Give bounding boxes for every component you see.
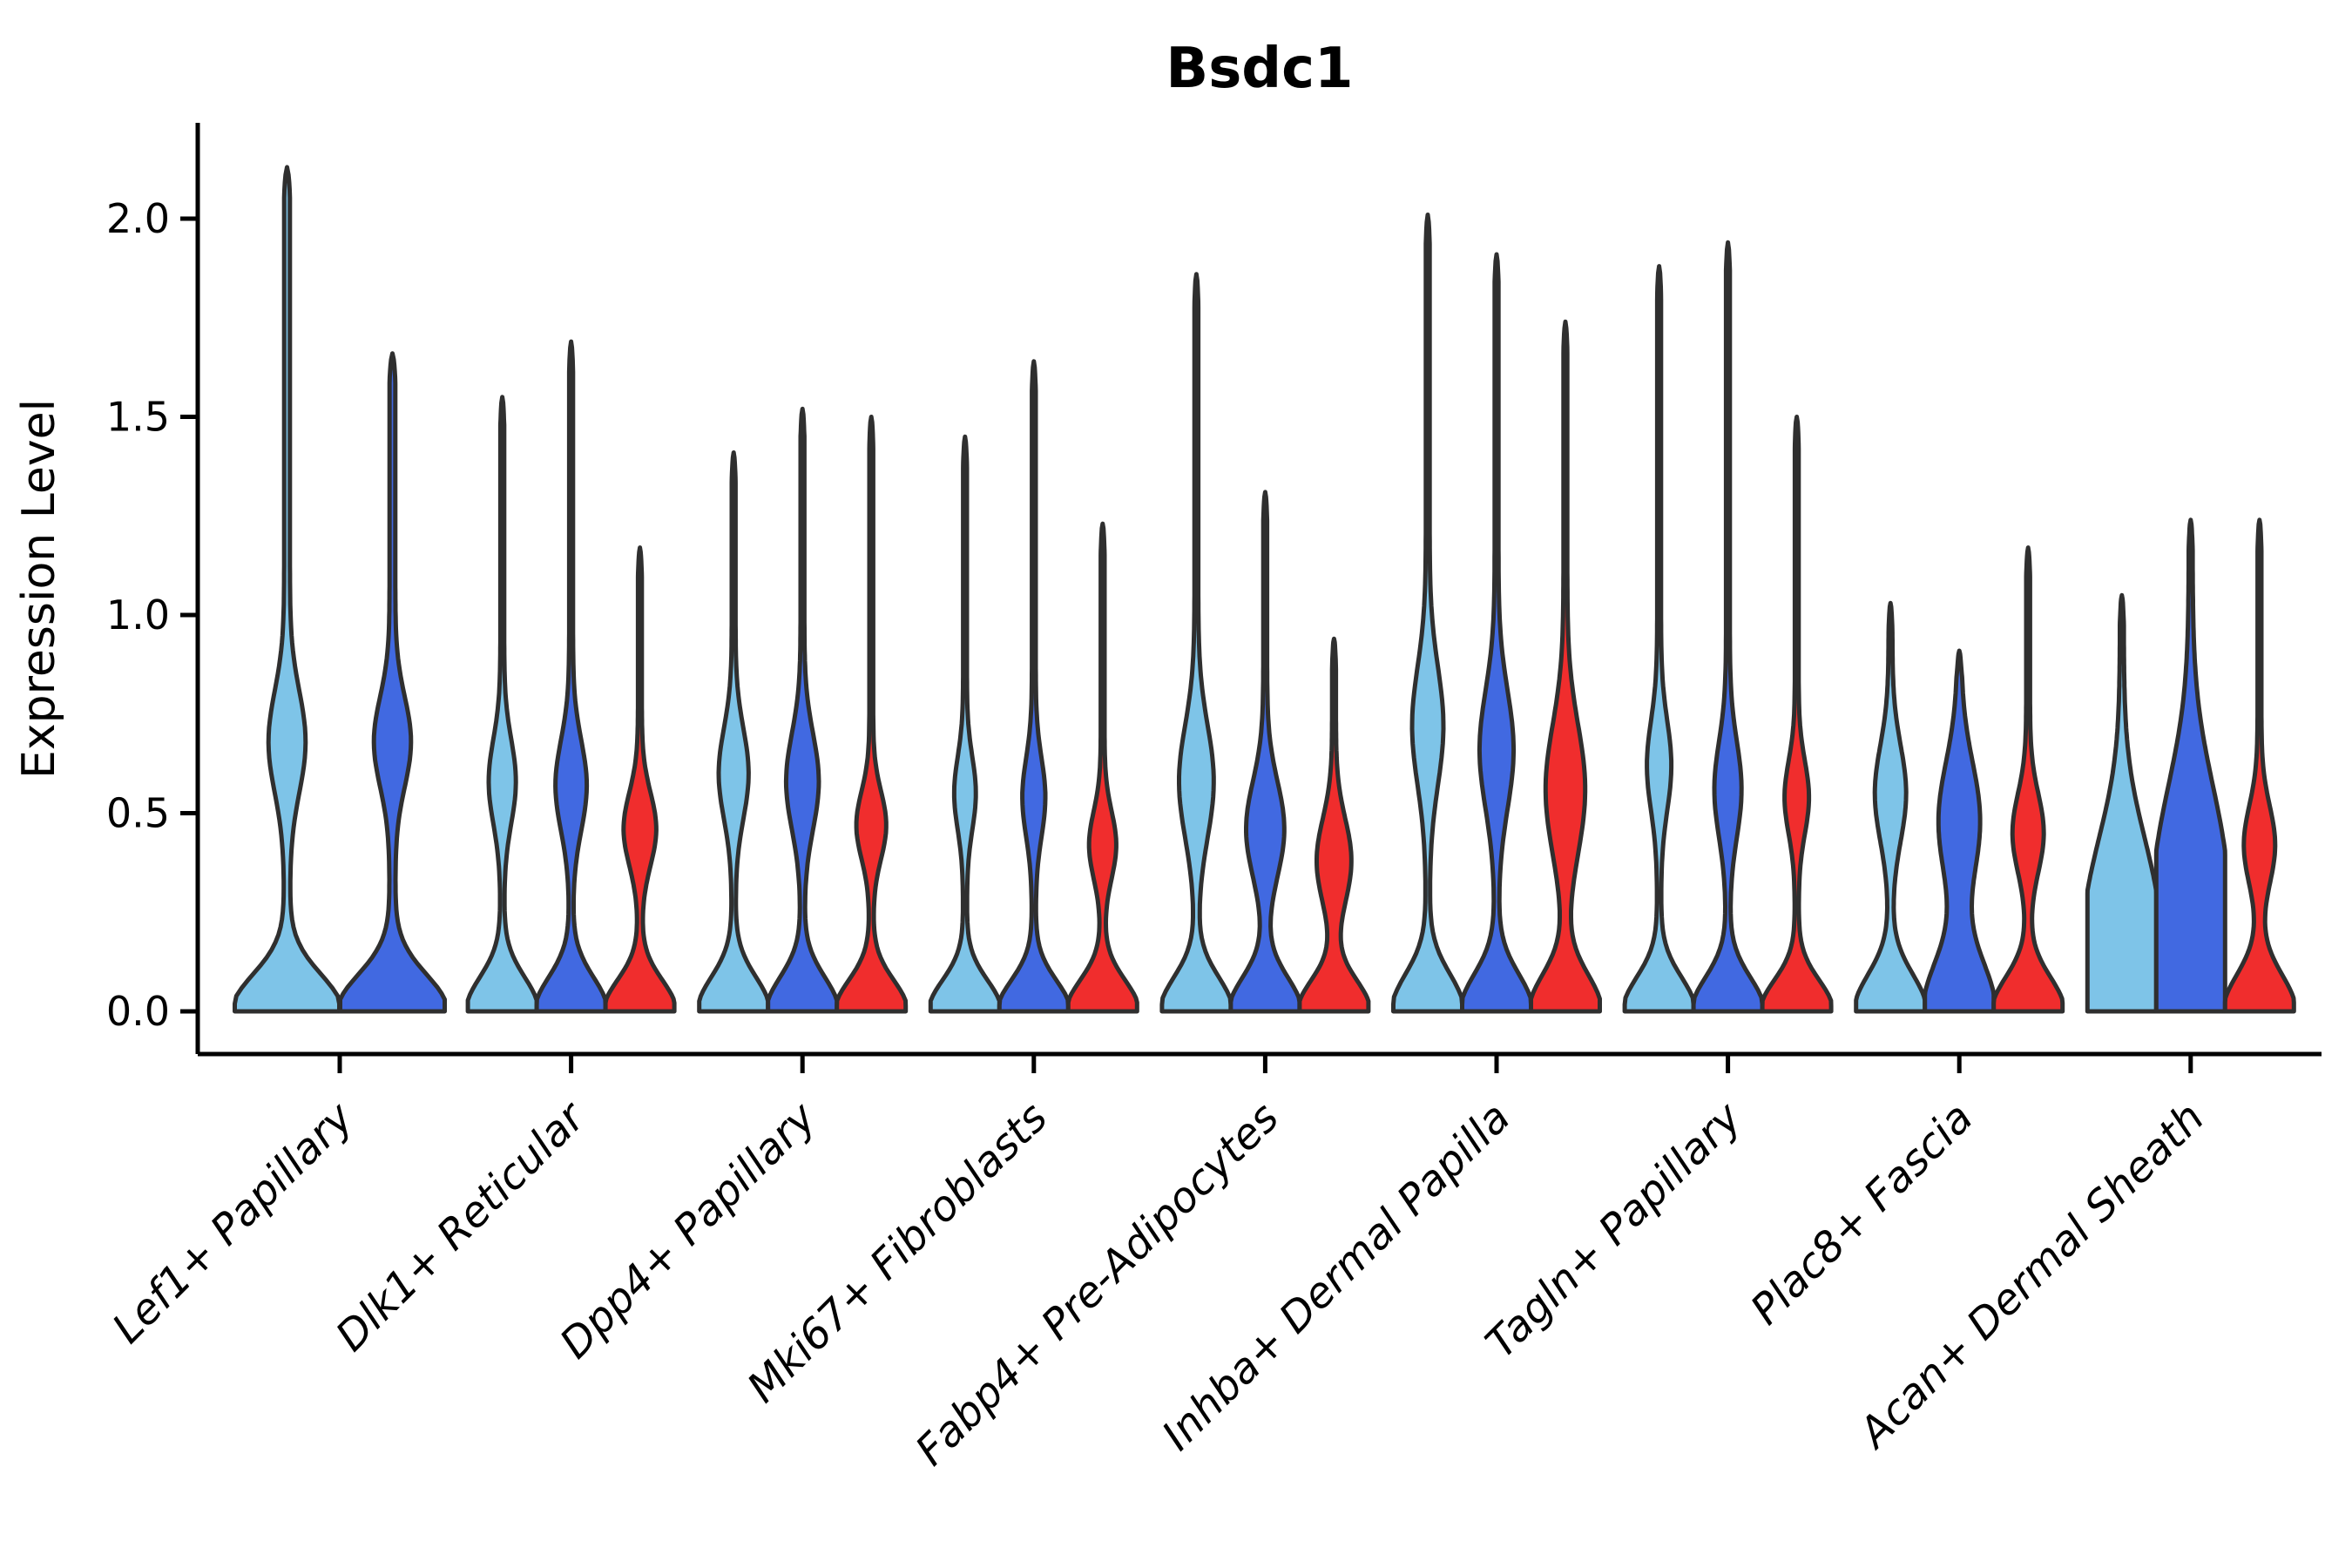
violin-8-split0: [2085, 592, 2159, 1014]
violin-6-split1: [1691, 240, 1765, 1014]
x-tick-label: Plac8+ Fascia: [1741, 1093, 1983, 1335]
y-tick-label: 1.5: [106, 394, 170, 441]
violin-4-split1: [1228, 490, 1302, 1014]
x-tick-label: Dpp4+ Papillary: [551, 1092, 826, 1368]
y-tick-label: 1.0: [106, 591, 170, 639]
violin-0-split0: [233, 165, 341, 1014]
violin-5-split0: [1391, 213, 1464, 1014]
x-tick-label: Lef1+ Papillary: [103, 1092, 363, 1353]
violin-2-split1: [766, 406, 840, 1014]
violin-layer: [233, 165, 2296, 1014]
violin-5-split2: [1529, 319, 1602, 1014]
violin-5-split1: [1460, 252, 1533, 1014]
violin-1-split2: [603, 545, 677, 1014]
violin-8-split2: [2222, 517, 2296, 1014]
violin-3-split1: [997, 359, 1071, 1014]
y-tick-label: 0.5: [106, 790, 170, 837]
violin-0-split1: [338, 351, 447, 1014]
chart-title: Bsdc1: [1166, 37, 1353, 101]
violin-6-split2: [1760, 415, 1834, 1014]
y-tick-label: 0.0: [106, 988, 170, 1035]
violin-7-split1: [1923, 648, 1997, 1014]
violin-7-split2: [1991, 545, 2065, 1014]
violin-7-split0: [1854, 600, 1928, 1014]
violin-8-split1: [2153, 517, 2227, 1014]
violin-3-split0: [928, 434, 1002, 1014]
y-axis-label: Expression Level: [13, 399, 65, 779]
violin-2-split0: [697, 450, 771, 1014]
x-tick-label: Tagln+ Papillary: [1477, 1092, 1752, 1368]
violin-3-split2: [1065, 521, 1139, 1014]
violin-4-split0: [1159, 272, 1233, 1014]
violin-1-split1: [534, 339, 608, 1014]
violin-2-split2: [835, 415, 909, 1014]
violin-6-split0: [1622, 264, 1696, 1014]
violin-1-split0: [465, 395, 539, 1014]
x-tick-label: Fabp4+ Pre-Adipocytes: [906, 1093, 1288, 1476]
violin-4-split2: [1297, 636, 1371, 1014]
y-tick-label: 2.0: [106, 195, 170, 242]
x-tick-label: Dlk1+ Reticular: [327, 1092, 597, 1362]
